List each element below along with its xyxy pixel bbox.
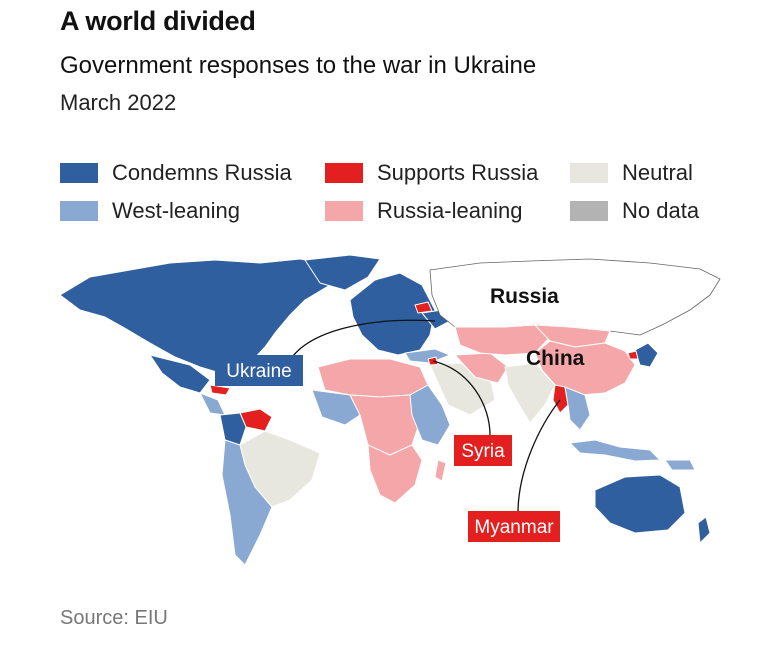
callout-myanmar: Myanmar — [468, 511, 560, 542]
source-note: Source: EIU — [60, 607, 168, 629]
chart-subtitle: Government responses to the war in Ukrai… — [60, 52, 537, 79]
chart-title: A world divided — [60, 6, 256, 36]
legend-label-neutral: Neutral — [622, 160, 693, 185]
region-south-america-west — [221, 439, 273, 566]
legend: Condemns Russia West-leaning Supports Ru… — [60, 160, 740, 230]
region-madagascar — [434, 459, 447, 482]
region-southern-africa — [367, 444, 423, 504]
region-korea-japan — [634, 342, 659, 368]
legend-item-west-leaning: West-leaning — [60, 198, 240, 224]
region-southeast-asia — [564, 386, 591, 431]
callout-label-myanmar: Myanmar — [474, 517, 554, 538]
region-india — [504, 362, 556, 424]
region-russia — [429, 258, 721, 336]
callout-line-myanmar — [517, 399, 561, 514]
region-new-zealand — [697, 516, 711, 544]
legend-label-west-leaning: West-leaning — [112, 198, 240, 223]
region-europe — [349, 272, 436, 356]
callout-line-ukraine — [289, 319, 436, 361]
region-east-africa — [409, 384, 451, 446]
legend-swatch-russia-leaning — [325, 201, 363, 221]
region-colombia — [219, 412, 247, 446]
legend-item-russia-leaning: Russia-leaning — [325, 198, 523, 224]
region-myanmar — [552, 384, 569, 414]
legend-item-condemns: Condemns Russia — [60, 160, 292, 186]
chart-date: March 2022 — [60, 90, 177, 115]
legend-swatch-west-leaning — [60, 201, 98, 221]
legend-swatch-supports — [325, 163, 363, 183]
region-north-africa — [317, 358, 429, 398]
region-indonesia — [569, 439, 661, 462]
world-map: Russia China Ukraine Syria Myanmar — [59, 255, 721, 566]
region-central-america — [199, 392, 226, 416]
region-png — [664, 459, 696, 471]
legend-item-no-data: No data — [570, 198, 699, 224]
callout-label-ukraine: Ukraine — [226, 361, 291, 382]
callout-ukraine: Ukraine — [215, 355, 303, 386]
legend-item-supports: Supports Russia — [325, 160, 538, 186]
region-belarus — [414, 301, 433, 314]
map-label-china: China — [526, 347, 585, 370]
callout-line-syria — [432, 360, 491, 436]
region-north-america — [59, 258, 336, 374]
region-greenland — [304, 255, 381, 291]
region-west-africa — [311, 389, 361, 426]
legend-label-russia-leaning: Russia-leaning — [377, 198, 523, 223]
legend-label-supports: Supports Russia — [377, 160, 539, 185]
legend-label-condemns: Condemns Russia — [112, 160, 292, 185]
legend-swatch-neutral — [570, 163, 608, 183]
region-australia — [594, 474, 686, 534]
map-label-russia: Russia — [490, 285, 559, 308]
legend-item-neutral: Neutral — [570, 160, 693, 186]
region-north-korea — [627, 350, 639, 360]
callout-label-syria: Syria — [461, 441, 505, 462]
legend-swatch-no-data — [570, 201, 608, 221]
region-turkey — [404, 348, 451, 364]
region-caribbean — [209, 384, 231, 396]
legend-label-no-data: No data — [622, 198, 700, 223]
callout-syria: Syria — [454, 435, 512, 466]
legend-swatch-condemns — [60, 163, 98, 183]
